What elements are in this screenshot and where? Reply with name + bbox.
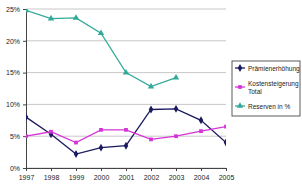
series-marker xyxy=(124,128,128,132)
y-tick-label: 0% xyxy=(10,165,20,172)
series-marker xyxy=(199,129,203,133)
x-tick-mark xyxy=(76,168,77,171)
y-tick: 25% xyxy=(6,6,26,13)
x-tick-mark xyxy=(51,168,52,171)
y-tick-mark xyxy=(23,168,26,169)
y-tick-label: 15% xyxy=(6,69,20,76)
grid-line xyxy=(26,136,226,137)
x-tick: 1999 xyxy=(69,168,85,181)
x-tick-label: 2003 xyxy=(169,174,185,181)
series-marker xyxy=(148,83,154,89)
y-tick-mark xyxy=(23,9,26,10)
x-tick-label: 2001 xyxy=(119,174,135,181)
x-tick: 2000 xyxy=(94,168,110,181)
x-tick-mark xyxy=(201,168,202,171)
series-marker xyxy=(174,134,178,138)
y-tick: 10% xyxy=(6,101,26,108)
legend-label: Kostensteigerung Total xyxy=(248,80,300,95)
series-line xyxy=(26,127,226,143)
grid-line xyxy=(26,104,226,105)
grid-line xyxy=(26,40,226,41)
series-marker xyxy=(26,9,29,12)
x-tick: 2003 xyxy=(169,168,185,181)
series-marker xyxy=(149,138,153,142)
x-tick: 2005 xyxy=(219,168,235,181)
series-line xyxy=(26,10,176,86)
series-marker xyxy=(98,29,104,35)
series-marker xyxy=(26,134,28,138)
series-marker xyxy=(74,141,78,145)
chart: 0% 5% 10% 15% 20% 25% 1997 1998 1999 2000 2001 2002… xyxy=(0,0,302,190)
legend-marker xyxy=(238,64,243,72)
x-tick-label: 2005 xyxy=(219,174,235,181)
y-tick-label: 20% xyxy=(6,38,20,45)
legend-label: Reserven in % xyxy=(248,103,290,110)
series-marker xyxy=(173,74,179,80)
series-marker xyxy=(48,15,54,21)
x-tick-mark xyxy=(176,168,177,171)
x-tick: 2001 xyxy=(119,168,135,181)
legend-marker xyxy=(237,102,243,108)
series-marker xyxy=(49,130,54,138)
series-marker xyxy=(49,130,53,134)
y-tick-mark xyxy=(23,41,26,42)
series-marker xyxy=(224,125,226,129)
y-tick-mark xyxy=(23,104,26,105)
series-marker xyxy=(224,139,226,147)
y-axis-line xyxy=(23,10,27,169)
x-tick-mark xyxy=(26,168,27,171)
grid xyxy=(26,9,226,168)
legend: Prämienerhöhung Kostensteigerung Total Res… xyxy=(232,61,300,116)
x-tick: 2004 xyxy=(194,168,210,181)
series-marker xyxy=(123,69,129,75)
y-tick-label: 5% xyxy=(10,133,20,140)
x-tick-label: 2002 xyxy=(144,174,160,181)
legend-marker xyxy=(238,85,242,89)
x-axis-line xyxy=(27,169,227,172)
y-tick-mark xyxy=(23,136,26,137)
x-tick: 2002 xyxy=(144,168,160,181)
series-marker xyxy=(74,150,79,158)
series-line xyxy=(26,109,226,154)
series-marker xyxy=(124,142,129,150)
series-marker xyxy=(199,116,204,124)
y-tick: 0% xyxy=(10,165,26,172)
y-tick: 15% xyxy=(6,69,26,76)
x-tick-mark xyxy=(226,168,227,171)
legend-box xyxy=(232,61,300,116)
plot: 0% 5% 10% 15% 20% 25% 1997 1998 1999 2000 2001 2002… xyxy=(6,6,234,181)
legend-label: Prämienerhöhung xyxy=(248,65,300,73)
x-tick-label: 2000 xyxy=(94,174,110,181)
series-marker xyxy=(149,106,154,114)
grid-line xyxy=(26,9,226,10)
x-tick: 1997 xyxy=(19,168,35,181)
x-tick-mark xyxy=(126,168,127,171)
series-marker xyxy=(26,113,28,121)
y-tick: 20% xyxy=(6,38,26,45)
y-tick-mark xyxy=(23,73,26,74)
x-tick-mark xyxy=(101,168,102,171)
x-tick: 1998 xyxy=(44,168,60,181)
series-marker xyxy=(99,128,103,132)
x-tick-label: 1999 xyxy=(69,174,85,181)
y-tick-label: 10% xyxy=(6,101,20,108)
x-tick-label: 1998 xyxy=(44,174,60,181)
series-marker xyxy=(73,14,79,20)
series-marker xyxy=(174,105,179,113)
y-tick-label: 25% xyxy=(6,6,20,13)
y-axis: 0% 5% 10% 15% 20% 25% xyxy=(6,6,27,172)
x-tick-mark xyxy=(151,168,152,171)
x-tick-label: 1997 xyxy=(19,174,35,181)
x-axis: 1997 1998 1999 2000 2001 2002 2003 2004 2005 xyxy=(19,168,235,181)
x-tick-label: 2004 xyxy=(194,174,210,181)
series-marker xyxy=(99,144,104,152)
series-group xyxy=(26,9,226,158)
y-tick: 5% xyxy=(10,133,26,140)
